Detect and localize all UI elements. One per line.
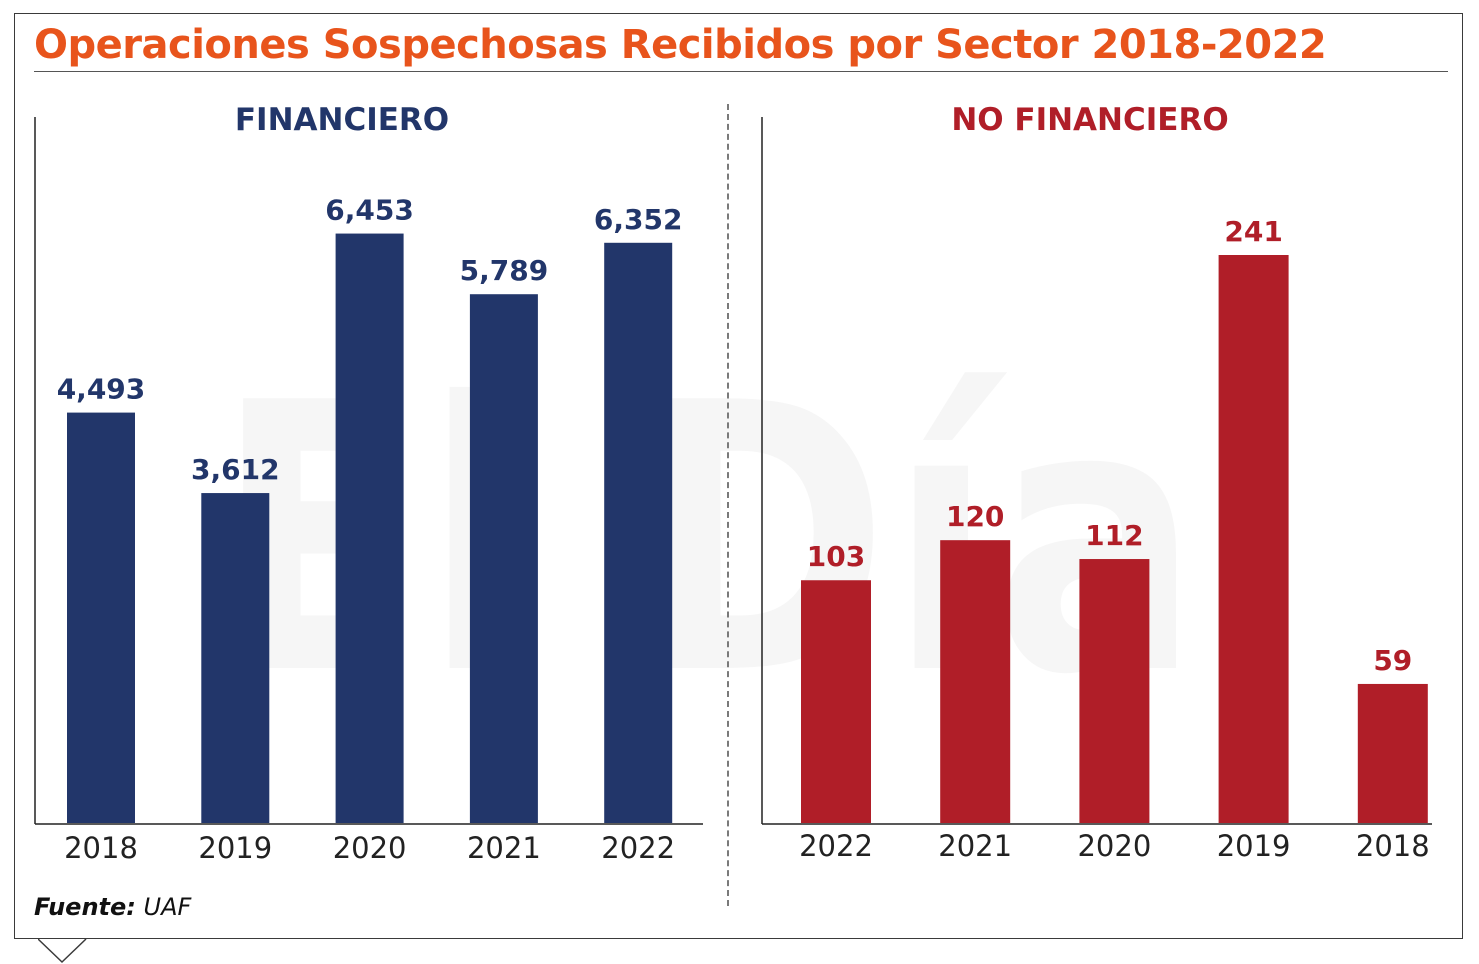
value-label-no-financiero-2019: 241 <box>1224 215 1282 248</box>
category-label-financiero-2020: 2020 <box>333 831 407 865</box>
value-label-financiero-2019: 3,612 <box>191 453 280 486</box>
category-label-no-financiero-2020: 2020 <box>1077 829 1151 863</box>
value-label-financiero-2020: 6,453 <box>325 194 414 227</box>
category-label-no-financiero-2019: 2019 <box>1217 829 1291 863</box>
category-label-no-financiero-2018: 2018 <box>1356 829 1430 863</box>
bar-no-financiero-2020 <box>1079 559 1150 823</box>
bar-financiero-2021 <box>469 294 538 823</box>
category-label-financiero-2021: 2021 <box>467 831 541 865</box>
bar-financiero-2018 <box>67 412 135 823</box>
source-value: UAF <box>143 893 192 921</box>
value-label-financiero-2018: 4,493 <box>57 373 146 406</box>
value-label-financiero-2021: 5,789 <box>460 254 549 287</box>
bar-financiero-2020 <box>335 233 404 824</box>
value-label-no-financiero-2020: 112 <box>1085 519 1143 552</box>
bar-no-financiero-2018 <box>1357 683 1428 823</box>
category-label-financiero-2018: 2018 <box>64 831 138 865</box>
page-title: Operaciones Sospechosas Recibidos por Se… <box>34 22 1327 68</box>
bars-no-financiero: 103 2022 120 2021 112 2020 241 2019 59 2018 <box>799 215 1430 863</box>
bar-no-financiero-2019 <box>1218 255 1289 823</box>
panel-divider <box>727 104 729 906</box>
bar-no-financiero-2021 <box>940 540 1011 823</box>
bar-financiero-2019 <box>201 493 270 823</box>
category-label-financiero-2019: 2019 <box>198 831 272 865</box>
value-label-no-financiero-2018: 59 <box>1373 644 1412 677</box>
category-label-no-financiero-2022: 2022 <box>799 829 873 863</box>
panel-title-financiero: FINANCIERO <box>235 102 449 138</box>
value-label-financiero-2022: 6,352 <box>594 203 683 236</box>
bar-financiero-2022 <box>604 242 673 823</box>
source-label: Fuente: <box>34 893 136 921</box>
category-label-no-financiero-2021: 2021 <box>938 829 1012 863</box>
source-note: Fuente: UAF <box>34 893 191 921</box>
bar-no-financiero-2022 <box>801 580 871 823</box>
category-label-financiero-2022: 2022 <box>601 831 675 865</box>
bars-financiero: 4,493 2018 3,612 2019 6,453 2020 5,789 2021 6,35… <box>57 194 683 865</box>
panel-title-no-financiero: NO FINANCIERO <box>951 102 1228 138</box>
value-label-no-financiero-2022: 103 <box>807 540 865 573</box>
callout-pointer <box>38 938 87 964</box>
value-label-no-financiero-2021: 120 <box>946 500 1004 533</box>
title-rule <box>34 71 1448 72</box>
